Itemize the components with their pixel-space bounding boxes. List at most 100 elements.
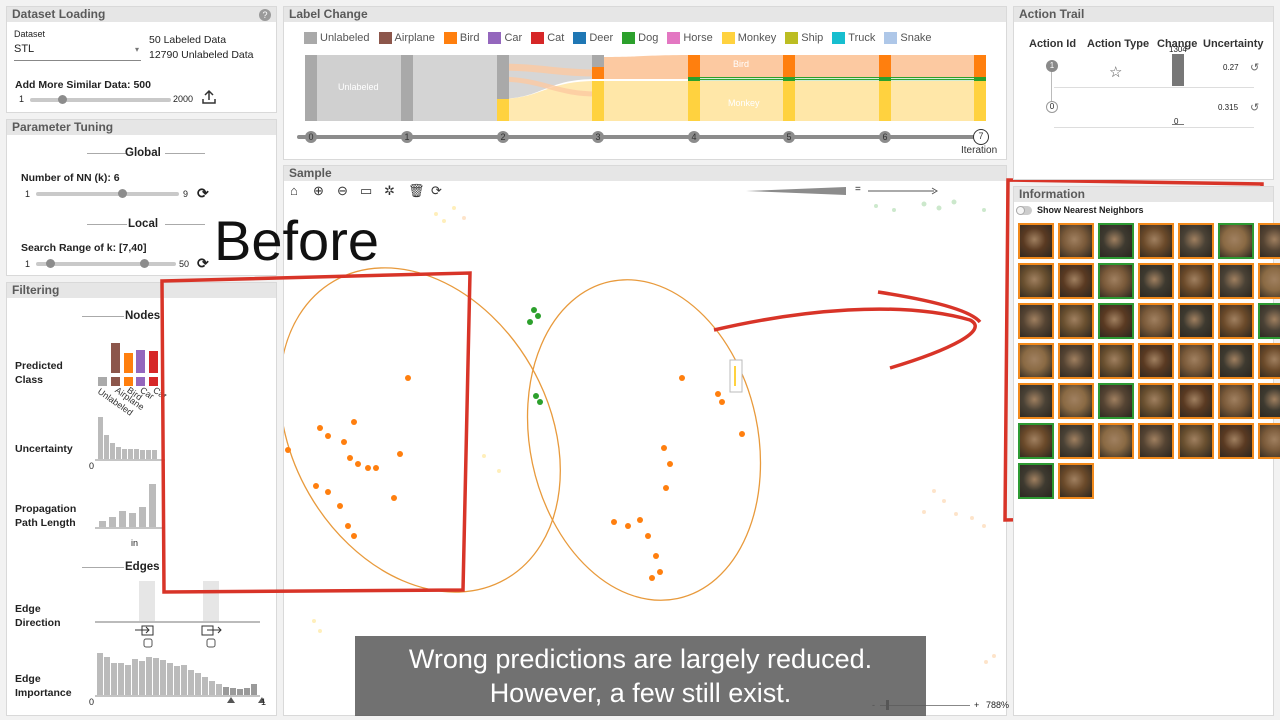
thumbnail-image[interactable] — [1018, 423, 1054, 459]
delete-icon[interactable]: 🗑 — [408, 183, 425, 198]
refresh-icon[interactable]: ⟳ — [197, 255, 209, 271]
iteration-node[interactable]: 5 — [783, 131, 795, 143]
home-icon[interactable]: ⌂ — [290, 183, 298, 198]
slider-knob[interactable] — [58, 95, 67, 104]
iteration-node[interactable]: 4 — [688, 131, 700, 143]
thumbnail-image[interactable] — [1258, 343, 1280, 379]
thumbnail-image[interactable] — [1218, 263, 1254, 299]
add-more-slider[interactable] — [30, 95, 171, 104]
thumbnail-image[interactable] — [1178, 263, 1214, 299]
thumbnail-image[interactable] — [1218, 383, 1254, 419]
thumbnail-image[interactable] — [1258, 423, 1280, 459]
nn-slider[interactable] — [36, 189, 179, 198]
thumbnail-image[interactable] — [1058, 383, 1094, 419]
thumbnail-image[interactable] — [1058, 423, 1094, 459]
thumbnail-image[interactable] — [1098, 383, 1134, 419]
fit-icon[interactable]: ▭ — [360, 183, 373, 198]
thumbnail-image[interactable] — [1258, 223, 1280, 259]
thumbnail-image[interactable] — [1098, 423, 1134, 459]
flow-label-bird: Bird — [733, 59, 749, 69]
action-node-1[interactable]: 1 — [1046, 60, 1058, 72]
thumbnail-image[interactable] — [1258, 303, 1280, 339]
thumbnail-image[interactable] — [1178, 383, 1214, 419]
thumbnail-image[interactable] — [1018, 263, 1054, 299]
legend-item[interactable]: Deer — [573, 32, 613, 44]
slider-knob[interactable] — [118, 189, 127, 198]
thumbnail-image[interactable] — [1218, 423, 1254, 459]
thumbnail-image[interactable] — [1178, 223, 1214, 259]
thumbnail-image[interactable] — [1058, 303, 1094, 339]
undo-icon[interactable]: ↺ — [1250, 62, 1260, 74]
thumbnail-image[interactable] — [1058, 223, 1094, 259]
legend-item[interactable]: Car — [488, 32, 522, 44]
legend-item[interactable]: Monkey — [721, 32, 776, 44]
thumbnail-image[interactable] — [1138, 263, 1174, 299]
thumbnail-image[interactable] — [1178, 423, 1214, 459]
thumbnail-image[interactable] — [1018, 223, 1054, 259]
thumbnail-image[interactable] — [1138, 383, 1174, 419]
help-icon[interactable]: ? — [259, 9, 271, 21]
header-uncertainty: Uncertainty — [1203, 38, 1264, 50]
slider-knob-right[interactable] — [140, 259, 149, 268]
range-slider[interactable] — [36, 259, 176, 268]
iteration-node[interactable]: 0 — [305, 131, 317, 143]
legend-item[interactable]: Unlabeled — [304, 32, 370, 44]
refresh-icon[interactable]: ⟳ — [197, 185, 209, 201]
iteration-node[interactable]: 2 — [497, 131, 509, 143]
thumbnail-image[interactable] — [1098, 223, 1134, 259]
zoom-out-icon[interactable]: ⊖ — [337, 183, 348, 198]
edge-importance-histogram[interactable] — [95, 649, 265, 709]
iteration-node[interactable]: 3 — [592, 131, 604, 143]
thumbnail-image[interactable] — [1258, 263, 1280, 299]
legend-item[interactable]: Bird — [443, 32, 479, 44]
label-change-sankey[interactable]: Unlabeled Bird Monkey — [284, 49, 1008, 159]
thumbnail-image[interactable] — [1218, 343, 1254, 379]
zoom-in-icon[interactable]: ⊕ — [313, 183, 324, 198]
thumbnail-image[interactable] — [1018, 303, 1054, 339]
thumbnail-image[interactable] — [1098, 263, 1134, 299]
slider-knob-left[interactable] — [46, 259, 55, 268]
thumbnail-image[interactable] — [1178, 303, 1214, 339]
edge-direction-chart[interactable] — [95, 581, 265, 651]
thumbnail-image[interactable] — [1018, 463, 1054, 499]
thumbnail-image[interactable] — [1218, 303, 1254, 339]
iteration-node[interactable]: 1 — [401, 131, 413, 143]
thumbnail-image[interactable] — [1098, 303, 1134, 339]
thumbnail-image[interactable] — [1138, 343, 1174, 379]
thumbnail-image[interactable] — [1138, 423, 1174, 459]
nn-max: 9 — [183, 189, 189, 199]
global-heading: Global — [125, 147, 161, 159]
propagation-histogram[interactable] — [95, 481, 165, 531]
legend-item[interactable]: Dog — [622, 32, 658, 44]
thumbnail-image[interactable] — [1058, 463, 1094, 499]
legend-item[interactable]: Snake — [884, 32, 932, 44]
legend-item[interactable]: Airplane — [378, 32, 435, 44]
undo-icon[interactable]: ↺ — [1250, 102, 1260, 114]
dataset-select[interactable]: STL ▾ — [14, 43, 141, 61]
legend-item[interactable]: Cat — [531, 32, 564, 44]
thumbnail-image[interactable] — [1178, 343, 1214, 379]
iteration-node[interactable]: 7 — [973, 129, 989, 145]
thumbnail-image[interactable] — [1058, 263, 1094, 299]
toggle-switch[interactable] — [1016, 206, 1032, 215]
legend-item[interactable]: Horse — [667, 32, 713, 44]
action-node-0[interactable]: 0 — [1046, 101, 1058, 113]
thumbnail-image[interactable] — [1138, 223, 1174, 259]
thumbnail-image[interactable] — [1018, 383, 1054, 419]
thumbnail-image[interactable] — [1258, 383, 1280, 419]
thumbnail-image[interactable] — [1138, 303, 1174, 339]
class-histogram[interactable] — [95, 331, 165, 401]
lasso-icon[interactable]: ✲ — [384, 183, 395, 198]
thumbnail-image[interactable] — [1098, 343, 1134, 379]
thumbnail-image[interactable] — [1018, 343, 1054, 379]
thumbnail-image[interactable] — [1058, 343, 1094, 379]
zoom-plus[interactable]: + — [974, 700, 980, 710]
legend-item[interactable]: Truck — [832, 32, 875, 44]
information-panel: Information Show Nearest Neighbors — [1013, 186, 1280, 716]
refresh-icon[interactable]: ⟳ — [431, 183, 442, 198]
thumbnail-image[interactable] — [1218, 223, 1254, 259]
upload-icon[interactable] — [201, 89, 217, 105]
uncertainty-histogram[interactable] — [95, 413, 165, 463]
legend-item[interactable]: Ship — [785, 32, 823, 44]
iteration-node[interactable]: 6 — [879, 131, 891, 143]
